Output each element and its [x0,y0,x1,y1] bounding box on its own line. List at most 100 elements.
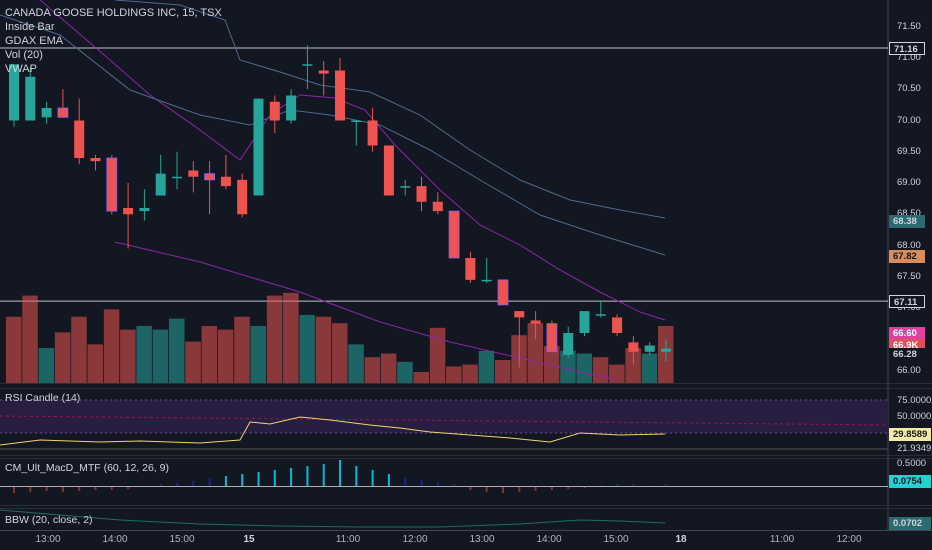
volume-bar [217,329,234,383]
candle-body [106,157,118,212]
rsi-pane-title[interactable]: RSI Candle (14) [5,392,81,404]
time-tick: 13:00 [469,534,495,545]
volume-bar [87,344,103,383]
volume-bar [6,316,22,383]
time-tick: 15:00 [603,534,629,545]
time-tick: 13:00 [35,534,61,545]
candle-body [367,120,378,146]
candle-body [220,176,231,187]
rsi-band [0,400,888,433]
price-level-badge: 66.28 [889,347,925,361]
bbw-pane-title[interactable]: BBW (20, close, 2) [5,514,93,526]
price-tick: 71.00 [897,52,921,63]
candle-body [139,208,150,212]
candle-body [400,186,411,188]
candle-body [41,108,52,118]
indicator-inside-bar[interactable]: Inside Bar [5,21,55,33]
price-tick: 70.00 [897,114,921,126]
macd-histogram-bar [322,464,325,486]
volume-bar [120,329,136,383]
volume-bar [299,314,315,383]
time-tick: 14:00 [536,534,562,545]
macd-histogram-bar [355,466,358,486]
candle-body [253,98,264,196]
volume-bar [609,364,625,383]
symbol-title[interactable]: CANADA GOOSE HOLDINGS INC, 15, TSX [5,7,222,19]
macd-histogram-bar [94,487,97,490]
price-level-badge: 67.82 [889,250,925,264]
macd-histogram-bar [436,482,439,486]
candle-body [661,348,671,352]
candle-body [612,317,623,333]
candle-body [497,279,509,306]
macd-histogram-bar [567,487,570,489]
time-tick: 11:00 [769,534,795,545]
volume-bar [625,348,641,383]
volume-bar [527,323,544,383]
macd-histogram-bar [61,487,64,492]
macd-histogram-bar [518,487,521,492]
macd-pane-title[interactable]: CM_Ult_MacD_MTF (60, 12, 26, 9) [5,462,169,474]
price-tick: 69.00 [897,177,921,188]
price-level-badge: 71.16 [889,41,925,55]
volume-bar [495,360,511,383]
macd-tick: 0.5000 [897,458,927,469]
candle-body [628,342,639,352]
bbw-value-badge: 0.0702 [889,517,931,530]
indicator-vwap[interactable]: VWAP [5,63,37,75]
candle-body [383,145,394,196]
volume-bar [71,316,87,383]
candle-body [416,186,427,202]
vwap-line [39,0,666,321]
volume-bar [38,348,55,383]
volume-bar [576,353,592,383]
macd-histogram-bar [224,476,227,486]
volume-bar [266,295,283,383]
candle-body [25,76,36,121]
rsi-secondary-value: 21.9349 [897,443,932,454]
ema-line-fast [114,0,666,219]
volume-bar [185,341,201,383]
candle-body [237,179,248,215]
volume-bar [169,318,185,383]
macd-histogram-bar [306,466,309,486]
macd-histogram-bar [550,487,553,490]
candle-body [318,70,329,74]
candle-body [57,107,69,118]
volume-bar [152,329,169,383]
volume-bar [332,323,348,383]
candle-body [530,320,541,324]
macd-histogram-bar [45,487,48,491]
macd-histogram-bar [110,487,113,490]
macd-histogram-bar [290,468,293,486]
volume-bar [462,364,478,383]
macd-histogram-bar [616,484,619,486]
indicator-gdax-ema[interactable]: GDAX EMA [5,35,64,47]
macd-histogram-bar [78,487,81,491]
candle-body [155,173,166,196]
candle-body [74,120,85,158]
price-tick: 67.50 [897,270,921,282]
volume-bar [103,309,120,383]
macd-histogram-bar [648,485,651,486]
candle-body [286,95,297,121]
volume-bar [446,366,462,383]
candle-body [204,173,216,181]
macd-histogram-bar [453,484,456,486]
indicator-volume[interactable]: Vol (20) [5,49,43,61]
macd-histogram-bar [241,474,244,486]
time-tick: 14:00 [102,534,128,545]
candle-body [335,70,345,121]
macd-histogram-bar [257,472,260,486]
candle-body [123,208,134,215]
volume-bar [136,325,152,383]
time-tick: 12:00 [836,534,862,545]
macd-histogram-bar [192,481,195,486]
macd-histogram-bar [485,487,488,492]
macd-histogram-bar [469,487,472,490]
candle-body [448,210,460,259]
volume-bar [641,353,658,383]
bbw-pane [0,509,666,528]
volume-bar [543,346,560,383]
